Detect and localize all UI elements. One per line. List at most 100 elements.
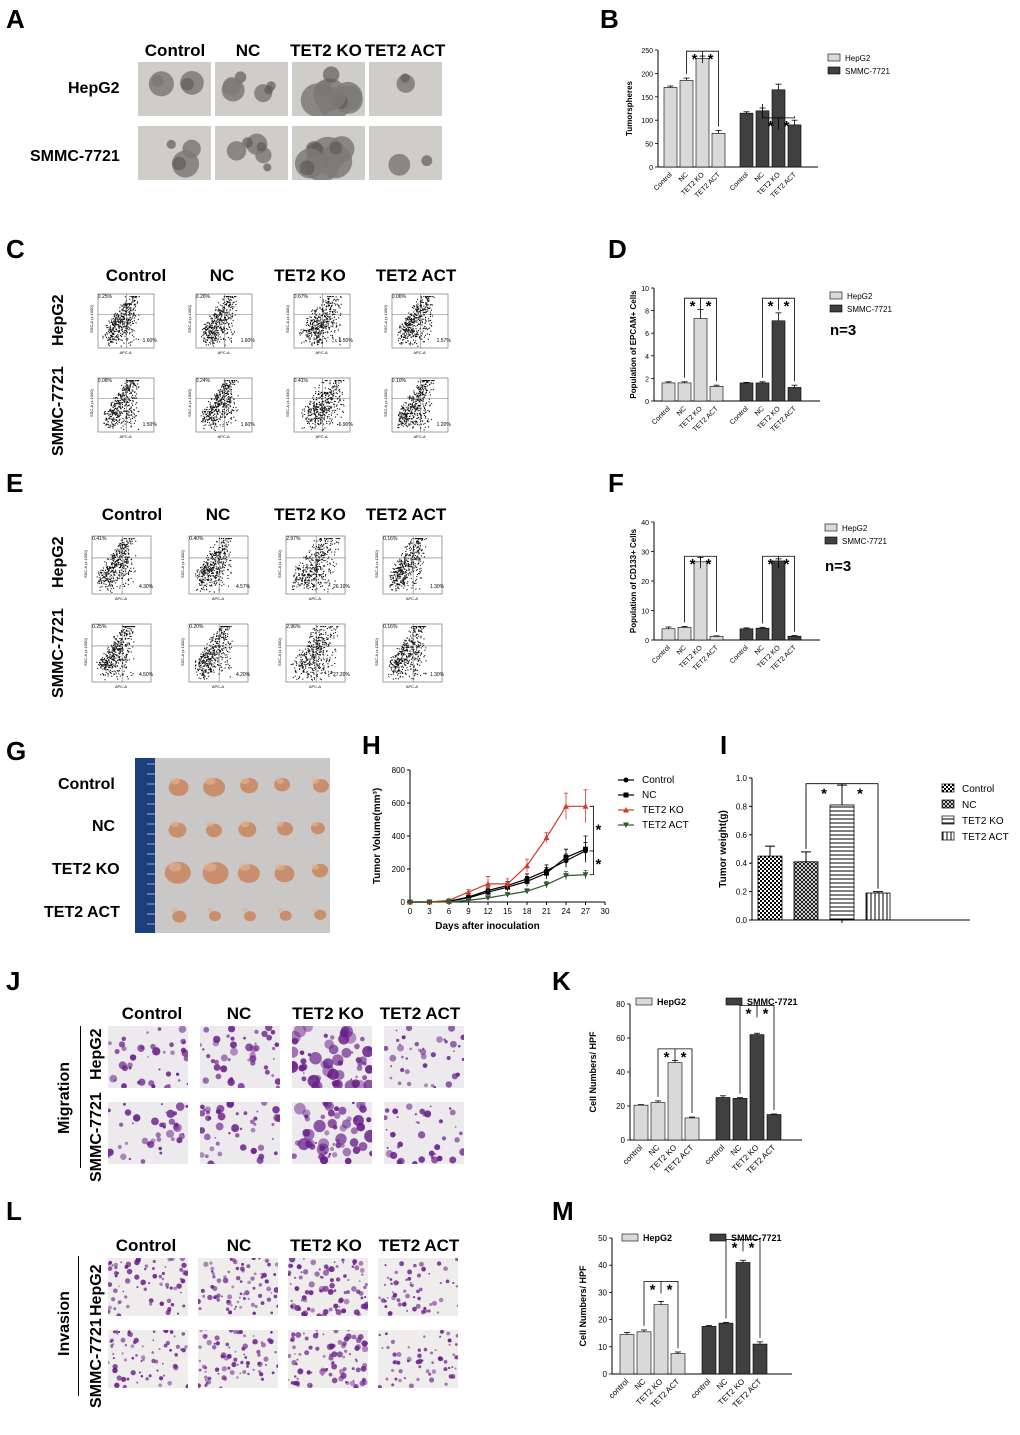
x-tick-label: 24 <box>562 907 571 916</box>
x-tick-label: Control <box>653 171 674 192</box>
legend-swatch <box>824 523 838 532</box>
inv-image <box>198 1330 278 1388</box>
flow-x-label: APC-A <box>114 684 128 689</box>
gate-percent-top: 0.06% <box>391 294 406 300</box>
flow-image <box>179 532 252 606</box>
gate-percent-top: 0.08% <box>97 378 112 384</box>
bar <box>787 124 802 168</box>
row-label-smmc-7721: SMMC-7721 <box>88 1318 105 1408</box>
bar <box>693 318 708 402</box>
gate-percent-top: 0.40% <box>189 536 204 542</box>
col-header-control: Control <box>105 266 167 285</box>
y-tick-label: 60 <box>616 1034 625 1043</box>
significance-star: * <box>681 1049 687 1066</box>
significance-bracket <box>739 1004 775 1110</box>
chart-f: 0 10 20 30 40 Population of CD133+ Cells Contr… <box>622 512 922 692</box>
data-point <box>426 899 433 905</box>
significance-star: * <box>784 556 790 573</box>
significance-star: * <box>763 1005 769 1022</box>
gate-percent-bottom: 4.57% <box>235 584 251 590</box>
y-axis-label: Population of CD133+ Cells <box>629 528 638 633</box>
x-tick-label: Control <box>729 171 750 192</box>
mig-image <box>200 1102 280 1164</box>
flow-y-label: SSC-A (x 1000) <box>83 550 88 578</box>
col-header-tet2-act: TET2 ACT <box>364 41 446 60</box>
bar <box>829 804 855 921</box>
flow-x-label: APC-A <box>211 596 225 601</box>
y-tick-label: 2 <box>645 376 649 383</box>
significance-bracket <box>725 1238 761 1338</box>
inv-image <box>108 1258 188 1316</box>
chart-m: 0 10 20 30 40 50 Cell Numbers/ HPF control NC TET… <box>578 1226 818 1416</box>
bar <box>739 382 754 402</box>
x-tick-label: control <box>689 1377 713 1401</box>
flow-y-label: SSC-A (x 1000) <box>83 638 88 666</box>
significance-star: * <box>706 298 712 315</box>
col-header-control: Control <box>144 41 206 60</box>
panel-letter-k: K <box>552 966 571 996</box>
legend-swatch <box>941 799 955 809</box>
flow-image <box>382 290 452 360</box>
x-tick-label: Control <box>729 644 750 665</box>
legend-swatch <box>829 304 843 313</box>
mig-image <box>384 1102 464 1164</box>
flow-y-label: SSC-A (x 1000) <box>285 389 290 418</box>
row-label-smmc-7721: SMMC-7721 <box>50 608 67 698</box>
mig-image <box>292 1026 372 1088</box>
significance-star: * <box>596 822 602 839</box>
y-axis-label: Population of EPCAM+ Cells <box>629 290 638 399</box>
mig-image <box>200 1026 280 1088</box>
flow-image <box>186 374 256 444</box>
y-tick-label: 200 <box>392 865 406 874</box>
data-point <box>563 854 569 860</box>
gate-percent-bottom: 4.20% <box>235 672 251 678</box>
bar <box>865 892 891 921</box>
panel-letter-a: A <box>6 4 25 34</box>
legend-label: HepG2 <box>847 292 873 301</box>
bar <box>667 1062 683 1141</box>
gate-percent-bottom: 1.30% <box>429 672 445 678</box>
legend-swatch <box>941 831 955 841</box>
significance-star: * <box>768 556 774 573</box>
data-point <box>524 862 530 869</box>
data-point <box>544 870 549 876</box>
flow-x-label: APC-A <box>413 434 426 439</box>
bar <box>749 1034 765 1141</box>
series-line <box>410 848 586 903</box>
gate-percent-top: 2.96% <box>286 624 301 630</box>
inv-image <box>378 1330 458 1388</box>
y-tick-label: 250 <box>641 48 653 55</box>
significance-star: * <box>690 298 696 315</box>
col-header-control: Control <box>115 1236 177 1255</box>
y-tick-label: 100 <box>641 118 653 125</box>
gate-percent-top: 2.97% <box>286 536 301 542</box>
bar <box>670 1353 686 1375</box>
flow-y-label: SSC-A (x 1000) <box>383 389 388 418</box>
col-header-control: Control <box>121 1004 183 1023</box>
x-tick-label: 6 <box>447 907 452 916</box>
sphere-image <box>292 62 365 116</box>
x-tick-label: 3 <box>427 907 432 916</box>
x-tick-label: 0 <box>408 907 413 916</box>
group-divider <box>78 1256 79 1396</box>
x-tick-label: 30 <box>601 907 610 916</box>
row-label-hepg2: HepG2 <box>68 80 120 97</box>
significance-bracket <box>762 104 795 130</box>
legend-swatch <box>635 997 653 1006</box>
bar <box>735 1262 751 1375</box>
flow-x-label: APC-A <box>211 684 225 689</box>
group-label-migration: Migration <box>56 1062 73 1134</box>
col-header-control: Control <box>101 505 163 524</box>
data-point <box>524 878 530 884</box>
gate-percent-top: 0.16% <box>383 536 398 542</box>
error-bar <box>873 891 883 894</box>
x-tick-label: control <box>621 1143 645 1167</box>
col-header-tet2-act: TET2 ACT <box>375 266 457 285</box>
x-tick-label: 12 <box>484 907 493 916</box>
col-header-nc: NC <box>235 41 261 60</box>
data-point <box>543 882 550 888</box>
legend-label: SMMC-7721 <box>847 305 892 314</box>
significance-star: * <box>732 1239 738 1256</box>
bar <box>715 1097 731 1141</box>
x-tick-label: control <box>607 1377 631 1401</box>
